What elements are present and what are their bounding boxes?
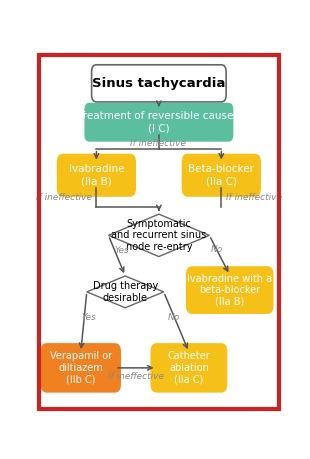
FancyBboxPatch shape: [182, 154, 261, 197]
FancyBboxPatch shape: [92, 65, 226, 102]
Text: Yes: Yes: [81, 313, 96, 322]
Text: If ineffective: If ineffective: [108, 372, 164, 381]
Text: If ineffective: If ineffective: [130, 139, 186, 148]
Text: Sinus tachycardia: Sinus tachycardia: [92, 77, 226, 90]
Text: Symptomatic
and recurrent sinus
node re-entry: Symptomatic and recurrent sinus node re-…: [111, 219, 206, 252]
Text: No: No: [211, 246, 223, 254]
Text: Yes: Yes: [114, 246, 129, 255]
Text: No: No: [168, 313, 180, 322]
Polygon shape: [87, 276, 164, 308]
FancyBboxPatch shape: [57, 154, 136, 197]
FancyBboxPatch shape: [84, 103, 233, 142]
FancyBboxPatch shape: [186, 266, 274, 314]
Text: Drug therapy
desirable: Drug therapy desirable: [93, 281, 158, 302]
Text: Treatment of reversible causes
(I C): Treatment of reversible causes (I C): [78, 112, 239, 133]
Text: Beta-blocker
(IIa C): Beta-blocker (IIa C): [188, 164, 254, 186]
Text: Ivabradine
(IIa B): Ivabradine (IIa B): [69, 164, 124, 186]
Text: If ineffective: If ineffective: [36, 193, 92, 202]
FancyBboxPatch shape: [150, 343, 227, 392]
Text: Ivabradine with a
beta-blocker
(IIa B): Ivabradine with a beta-blocker (IIa B): [187, 274, 272, 307]
FancyBboxPatch shape: [41, 343, 121, 392]
Text: If ineffective: If ineffective: [226, 193, 282, 202]
Polygon shape: [108, 214, 209, 257]
Text: Catheter
ablation
(IIa C): Catheter ablation (IIa C): [167, 351, 210, 385]
Text: Verapamil or
diltiazem
(IIb C): Verapamil or diltiazem (IIb C): [50, 351, 112, 385]
